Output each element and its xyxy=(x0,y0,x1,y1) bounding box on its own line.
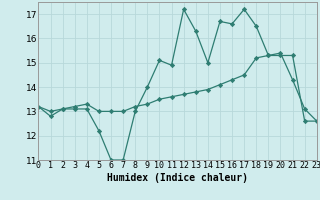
X-axis label: Humidex (Indice chaleur): Humidex (Indice chaleur) xyxy=(107,173,248,183)
